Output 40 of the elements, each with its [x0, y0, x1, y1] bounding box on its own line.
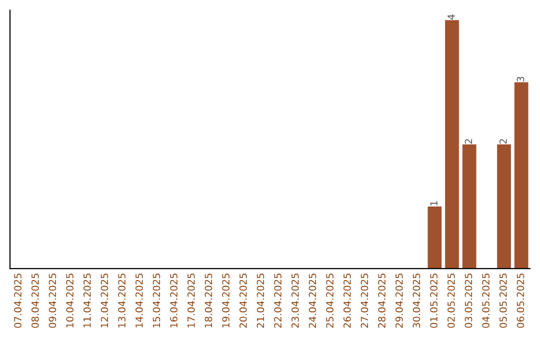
x-tick-label: 11.04.2025: [83, 274, 91, 328]
x-tick-label: 20.04.2025: [239, 274, 247, 328]
x-tick-label: 08.04.2025: [31, 274, 39, 328]
x-tick-label: 30.04.2025: [412, 274, 420, 328]
x-tick-label: 06.05.2025: [516, 274, 524, 328]
x-tick-label: 01.05.2025: [430, 274, 438, 328]
x-tick-label: 26.04.2025: [343, 274, 351, 328]
x-tick-label: 03.05.2025: [464, 274, 472, 328]
x-tick-label: 28.04.2025: [378, 274, 386, 328]
x-tick-label: 19.04.2025: [222, 274, 230, 328]
x-tick-label: 15.04.2025: [152, 274, 160, 328]
data-label: 2: [464, 139, 472, 144]
bar: [514, 82, 528, 269]
x-tick-label: 14.04.2025: [135, 274, 143, 328]
data-label: 2: [499, 139, 507, 144]
x-tick-label: 29.04.2025: [395, 274, 403, 328]
x-tick-label: 02.05.2025: [447, 274, 455, 328]
bar: [445, 20, 459, 269]
data-label: 1: [430, 201, 438, 206]
x-tick-label: 07.04.2025: [14, 274, 22, 328]
x-tick-label: 21.04.2025: [256, 274, 264, 328]
x-tick-label: 12.04.2025: [100, 274, 108, 328]
x-tick-label: 16.04.2025: [170, 274, 178, 328]
x-tick-label: 27.04.2025: [360, 274, 368, 328]
x-tick-label: 18.04.2025: [204, 274, 212, 328]
bar: [462, 144, 476, 269]
x-tick-label: 13.04.2025: [118, 274, 126, 328]
x-tick-label: 10.04.2025: [66, 274, 74, 328]
x-tick-label: 25.04.2025: [326, 274, 334, 328]
x-tick-label: 17.04.2025: [187, 274, 195, 328]
x-tick-label: 05.05.2025: [499, 274, 507, 328]
x-tick-label: 09.04.2025: [48, 274, 56, 328]
bar: [497, 144, 511, 269]
x-tick-label: 23.04.2025: [291, 274, 299, 328]
data-label: 3: [516, 76, 524, 82]
data-label: 4: [448, 14, 455, 20]
x-tick-label: 04.05.2025: [482, 274, 490, 328]
x-tick-label: 22.04.2025: [274, 274, 282, 328]
bar: [428, 206, 442, 269]
x-tick-label: 24.04.2025: [308, 274, 316, 328]
